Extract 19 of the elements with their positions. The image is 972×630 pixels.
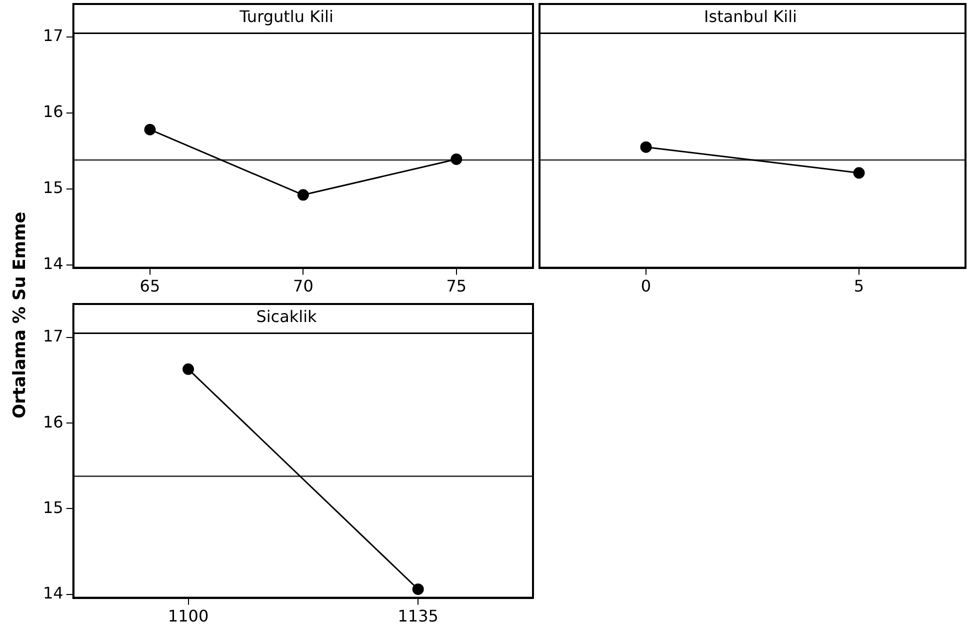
x-tick-label: 1135 — [398, 606, 438, 626]
x-tick-label: 75 — [446, 276, 467, 296]
y-tick-label: 14 — [43, 254, 64, 273]
y-tick-label: 15 — [43, 178, 64, 197]
x-tick-label: 5 — [854, 276, 864, 296]
y-tick-label: 15 — [43, 498, 64, 517]
x-tick-label: 1100 — [168, 606, 209, 626]
chart-title: Turgutlu Kili — [238, 6, 334, 26]
y-tick-label: 16 — [43, 412, 64, 432]
y-tick-label: 14 — [43, 584, 64, 603]
chart-title: Istanbul Kili — [704, 6, 797, 26]
y-tick-label: 17 — [43, 26, 64, 46]
chart-title: Sicaklik — [256, 306, 318, 326]
x-tick-label: 0 — [640, 276, 652, 296]
x-tick-label: 70 — [293, 276, 314, 296]
x-tick-label: 65 — [140, 276, 160, 296]
y-axis-title: Ortalama % Su Emme — [10, 212, 30, 418]
y-tick-label: 16 — [43, 102, 64, 122]
y-tick-label: 17 — [43, 326, 64, 346]
